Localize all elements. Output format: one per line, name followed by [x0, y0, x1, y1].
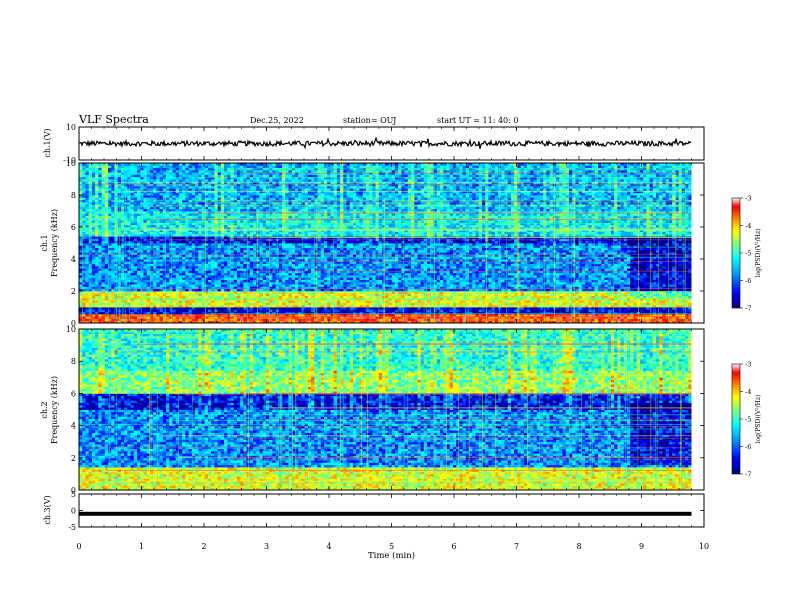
ch2-spectrogram-panel-colorbar-label: log(PSD)(V²/Hz): [755, 395, 762, 444]
ch1-spectrogram-panel-colorbar-tick: -4: [745, 222, 751, 230]
ch1-waveform-ylabel: ch.1(V): [43, 128, 52, 157]
x-tick-label: 7: [514, 542, 519, 551]
x-tick-label: 10: [699, 542, 709, 551]
ch1-spectrogram-panel-ytick-label: 2: [71, 287, 76, 296]
date-label: Dec.25, 2022: [250, 116, 304, 125]
ch2-spectrogram-panel-colorbar-tick: -6: [745, 443, 751, 451]
start-time-label: start UT = 11: 40: 0: [437, 116, 518, 125]
ch2-spectrogram-panel-colorbar-tick: -5: [745, 416, 751, 424]
ch2-spectrogram-channel-label: ch.2: [40, 401, 49, 418]
ch1-spectrogram-panel-ytick-label: 4: [71, 255, 76, 264]
x-tick-label: 1: [139, 542, 144, 551]
ch2-spectrogram-freq-label: Frequency (kHz): [50, 376, 59, 444]
ch1-spectrogram-panel-ytick-label: 8: [71, 191, 76, 200]
ch2-spectrogram-panel: [79, 329, 743, 490]
ch2-spectrogram-panel-no-data: [692, 329, 705, 490]
ch1-spectrogram-panel-colorbar-tick: -7: [745, 305, 751, 313]
x-tick-label: 4: [326, 542, 331, 551]
ch1-spectrogram-panel-colorbar-label: log(PSD)(V²/Hz): [755, 229, 762, 278]
ch3-waveform-ylabel: ch.3(V): [43, 495, 52, 524]
ch1-spectrogram-panel-colorbar-tick: -3: [745, 195, 751, 203]
ch1-spectrogram-panel-ytick-label: 6: [71, 223, 76, 232]
ch2-spectrogram-panel-ytick-label: 2: [71, 454, 76, 463]
x-tick-label: 8: [576, 542, 581, 551]
ch2-spectrogram-panel-colorbar: [732, 364, 740, 474]
ch2-spectrogram-panel-colorbar-tick: -4: [745, 388, 751, 396]
ch3-waveform-panel-ytick-label: 5: [71, 490, 76, 499]
ch3-waveform-panel-trace: [79, 512, 692, 516]
ch1-spectrogram-panel-colorbar: [732, 198, 740, 308]
ch1-spectrogram-panel-colorbar-tick: -6: [745, 277, 751, 285]
x-tick-label: 2: [201, 542, 206, 551]
ch2-spectrogram-panel-colorbar-tick: -7: [745, 471, 751, 479]
ch1-spectrogram-panel-no-data: [692, 163, 705, 323]
figure-title: VLF Spectra: [79, 113, 149, 126]
station-label: station= OUJ: [343, 116, 396, 125]
x-tick-label: 9: [639, 542, 644, 551]
ch3-waveform-panel-ytick-label: -5: [68, 523, 76, 532]
ch3-waveform-panel-frame: [79, 494, 704, 527]
x-tick-label: 6: [451, 542, 456, 551]
ch1-spectrogram-freq-label: Frequency (kHz): [50, 209, 59, 277]
x-tick-label: 3: [264, 542, 269, 551]
ch2-spectrogram-panel-cells: [79, 329, 692, 490]
ch2-spectrogram-panel-ytick-label: 10: [66, 325, 76, 334]
ch3-waveform-panel-ytick-label: 0: [71, 507, 76, 516]
x-axis-label: Time (min): [368, 550, 415, 561]
ch1-spectrogram-channel-label: ch.1: [40, 234, 49, 251]
ch2-spectrogram-panel-ytick-label: 6: [71, 389, 76, 398]
ch1-waveform-panel-ytick-label: 10: [66, 123, 76, 132]
ch2-spectrogram-panel-ytick-label: 8: [71, 357, 76, 366]
vlf-spectra-figure: 10-100246810-3-4-5-6-7log(PSD)(V²/Hz)024…: [0, 0, 792, 612]
ch1-spectrogram-panel-colorbar-tick: -5: [745, 250, 751, 258]
ch1-spectrogram-panel-ytick-label: 10: [66, 159, 76, 168]
ch1-spectrogram-panel: [79, 163, 743, 323]
x-tick-label: 0: [76, 542, 81, 551]
x-tick-label: 5: [389, 542, 394, 551]
ch2-spectrogram-panel-colorbar-tick: -3: [745, 361, 751, 369]
ch2-spectrogram-panel-ytick-label: 4: [71, 422, 76, 431]
